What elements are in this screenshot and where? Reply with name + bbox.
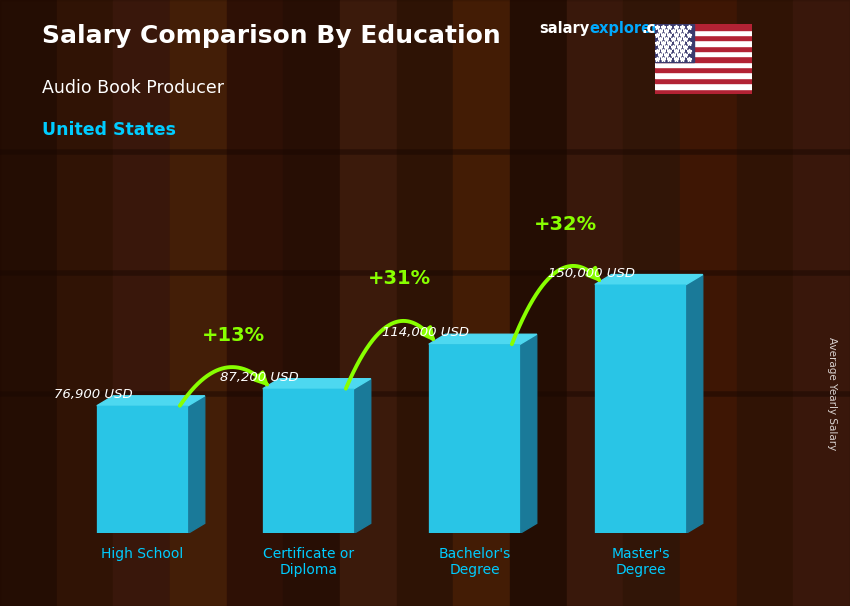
Bar <box>654 78 752 83</box>
Text: 150,000 USD: 150,000 USD <box>548 267 635 280</box>
Bar <box>680 0 737 606</box>
Polygon shape <box>97 396 205 406</box>
Bar <box>654 24 752 30</box>
Text: explorer: explorer <box>589 21 659 36</box>
Bar <box>340 0 397 606</box>
Polygon shape <box>429 335 536 344</box>
Bar <box>654 45 752 51</box>
Polygon shape <box>595 275 703 284</box>
Bar <box>654 51 752 56</box>
Bar <box>0 0 57 606</box>
FancyBboxPatch shape <box>97 406 188 533</box>
Bar <box>510 0 567 606</box>
Text: +13%: +13% <box>202 325 265 345</box>
Bar <box>453 0 510 606</box>
Bar <box>567 0 623 606</box>
Bar <box>654 56 752 62</box>
Bar <box>793 0 850 606</box>
Polygon shape <box>686 275 703 533</box>
Polygon shape <box>520 335 536 533</box>
Text: Audio Book Producer: Audio Book Producer <box>42 79 224 97</box>
Text: United States: United States <box>42 121 177 139</box>
FancyBboxPatch shape <box>263 388 354 533</box>
Bar <box>654 73 752 78</box>
Polygon shape <box>188 396 205 533</box>
Bar <box>57 0 113 606</box>
Bar <box>654 62 752 67</box>
Text: salary: salary <box>540 21 590 36</box>
Bar <box>227 0 283 606</box>
Bar <box>654 83 752 88</box>
Bar <box>654 30 752 35</box>
Bar <box>113 0 170 606</box>
Text: Salary Comparison By Education: Salary Comparison By Education <box>42 24 501 48</box>
Text: +31%: +31% <box>368 268 431 287</box>
Text: 114,000 USD: 114,000 USD <box>382 327 469 339</box>
Text: .com: .com <box>642 21 681 36</box>
Polygon shape <box>263 379 371 388</box>
FancyBboxPatch shape <box>595 284 686 533</box>
Polygon shape <box>354 379 371 533</box>
Bar <box>170 0 227 606</box>
Bar <box>283 0 340 606</box>
Text: 87,200 USD: 87,200 USD <box>220 371 299 384</box>
FancyBboxPatch shape <box>429 344 520 533</box>
Text: +32%: +32% <box>535 215 598 234</box>
Bar <box>623 0 680 606</box>
Bar <box>654 24 694 62</box>
Bar <box>654 67 752 73</box>
Bar <box>737 0 793 606</box>
Text: Average Yearly Salary: Average Yearly Salary <box>827 338 837 450</box>
Bar <box>654 35 752 41</box>
Bar <box>397 0 453 606</box>
Bar <box>654 88 752 94</box>
Bar <box>654 41 752 45</box>
Text: 76,900 USD: 76,900 USD <box>54 388 133 401</box>
